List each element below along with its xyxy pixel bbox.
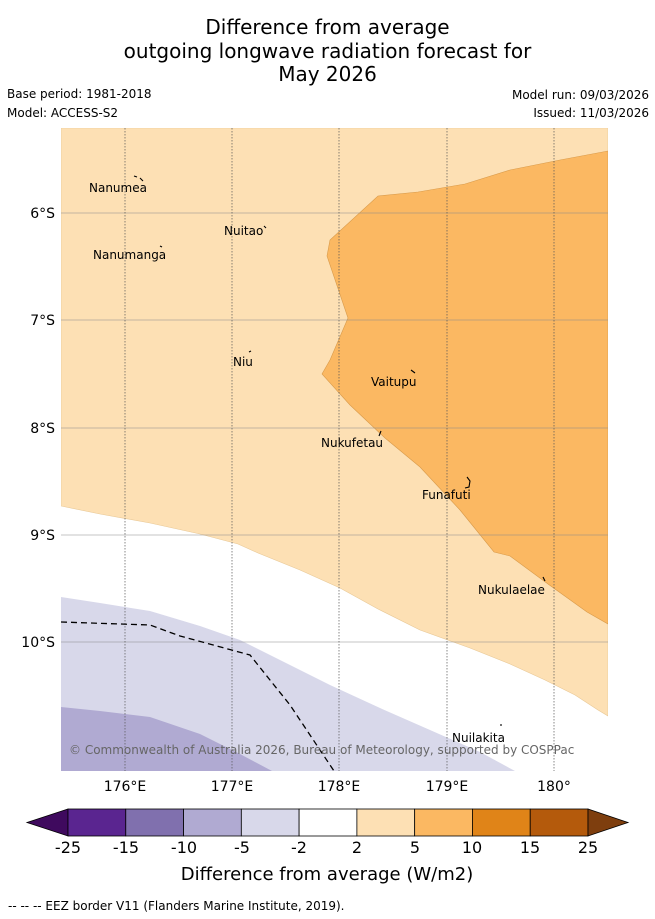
island-labels: Nanumea Nuitao Nanumanga Niu Vaitupu Nuk…: [89, 181, 545, 745]
colorbar-segment: [414, 808, 473, 837]
colorbar-segment: [67, 808, 127, 837]
colorbar-tick: 5: [410, 838, 420, 857]
lat-label-9s: 9°S: [30, 528, 55, 544]
colorbar-tick: -10: [171, 838, 197, 857]
island-label-funafuti: Funafuti: [422, 488, 471, 502]
colorbar-tick: -25: [55, 838, 81, 857]
island-label-nuilakita: Nuilakita: [452, 731, 505, 745]
lat-label-6s: 6°S: [30, 206, 55, 222]
base-period: Base period: 1981-2018: [7, 87, 152, 101]
island-label-nuitao: Nuitao: [224, 224, 263, 238]
colorbar-segment: [183, 808, 242, 837]
eez-border: [61, 621, 335, 771]
lon-label-178e: 178°E: [318, 779, 361, 795]
copyright-text: © Commonwealth of Australia 2026, Bureau…: [69, 743, 574, 757]
colorbar-tick: 25: [578, 838, 598, 857]
island-label-nanumea: Nanumea: [89, 181, 147, 195]
colorbar-segment: [356, 808, 416, 837]
colorbar-label: Difference from average (W/m2): [181, 864, 473, 885]
colorbar-tick: -2: [291, 838, 307, 857]
map-title: Difference from average outgoing longwav…: [0, 15, 655, 87]
eez-footnote: -- -- -- EEZ border V11 (Flanders Marine…: [8, 899, 345, 913]
model-run: Model run: 09/03/2026: [511, 88, 649, 102]
title-line-1: Difference from average: [205, 15, 450, 39]
island-label-nanumanga: Nanumanga: [93, 248, 166, 262]
lon-gridlines: [124, 128, 555, 771]
lon-label-180: 180°: [537, 779, 571, 795]
island-label-nukulaelae: Nukulaelae: [478, 583, 545, 597]
title-line-2: outgoing longwave radiation forecast for: [123, 38, 532, 63]
colorbar-arrow-low: [25, 808, 69, 837]
title-line-3: May 2026: [278, 62, 377, 86]
colorbar-tick: -15: [113, 838, 139, 857]
island-label-niu: Niu: [233, 355, 253, 369]
lat-label-8s: 8°S: [30, 421, 55, 437]
lon-label-179e: 179°E: [426, 779, 469, 795]
lon-axis: 176°E 177°E 178°E 179°E 180°: [104, 779, 571, 795]
anomaly-map: Nanumea Nuitao Nanumanga Niu Vaitupu Nuk…: [61, 128, 608, 771]
colorbar-segment: [472, 808, 531, 837]
island-label-nukufetau: Nukufetau: [321, 436, 383, 450]
colorbar-tick-labels: -25 -15 -10 -5 -2 2 5 10 15 25: [55, 838, 598, 857]
colorbar-tick: 10: [462, 838, 482, 857]
lat-axis: 6°S 7°S 8°S 9°S 10°S: [21, 206, 55, 651]
colorbar-tick: -5: [234, 838, 250, 857]
lat-gridlines: [61, 212, 608, 643]
island-shapes: [133, 175, 546, 726]
colorbar-segment: [125, 808, 184, 837]
colorbar-segment: [298, 808, 358, 837]
lat-label-7s: 7°S: [30, 313, 55, 329]
colorbar-arrow-high: [587, 808, 630, 837]
model-name: Model: ACCESS-S2: [7, 106, 119, 120]
contour-5-to-10: [321, 150, 608, 625]
lon-label-176e: 176°E: [104, 779, 147, 795]
island-label-vaitupu: Vaitupu: [371, 375, 417, 389]
colorbar-segment: [529, 808, 589, 837]
colorbar-tick: 15: [520, 838, 540, 857]
colorbar-tick: 2: [352, 838, 362, 857]
colorbar: [25, 808, 630, 837]
contour-minus5-to-minus10: [61, 707, 272, 771]
issued-date: Issued: 11/03/2026: [533, 106, 649, 120]
colorbar-segment: [240, 808, 300, 837]
lon-label-177e: 177°E: [211, 779, 254, 795]
lat-label-10s: 10°S: [21, 635, 55, 651]
